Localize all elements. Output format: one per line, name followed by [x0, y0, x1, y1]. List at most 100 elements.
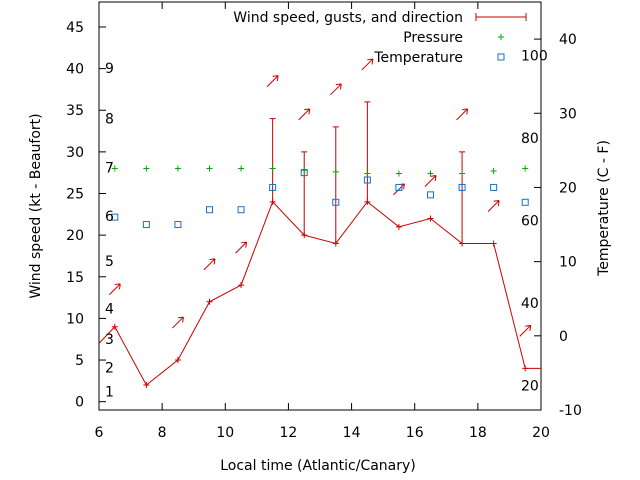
wind-point	[206, 298, 213, 305]
x-tick-label: 12	[280, 425, 298, 441]
pressure-point	[459, 170, 466, 177]
beaufort-label: 3	[105, 332, 114, 348]
wind-point	[395, 223, 402, 230]
pressure-series	[111, 165, 529, 177]
y2-tick-label: 20	[559, 180, 577, 196]
pressure-point	[490, 168, 497, 175]
wind-point	[238, 282, 245, 289]
beaufort-label: 2	[105, 361, 114, 377]
direction-arrow	[361, 58, 374, 71]
wind-point	[143, 382, 150, 389]
temperature-point	[332, 198, 340, 206]
legend: Wind speed, gusts, and direction Pressur…	[233, 10, 527, 66]
pressure-point	[238, 165, 245, 172]
x-tick-label: 8	[158, 425, 167, 441]
wind-point	[174, 357, 181, 364]
temperature-series	[111, 169, 529, 229]
direction-arrow	[108, 283, 121, 296]
x-tick-label: 18	[469, 425, 487, 441]
wind-line	[98, 200, 541, 386]
gust-bar	[269, 118, 276, 202]
y2-axis-title: Temperature (C - F)	[596, 140, 612, 277]
x-axis-title: Local time (Atlantic/Canary)	[220, 458, 416, 474]
direction-arrows	[108, 58, 532, 337]
legend-wind-label: Wind speed, gusts, and direction	[233, 10, 463, 26]
gust-bar	[459, 151, 466, 244]
pressure-point	[332, 168, 339, 175]
temperature-point	[269, 183, 277, 191]
wind-point	[111, 323, 118, 330]
y-tick-label: 25	[66, 187, 84, 203]
x-tick-label: 20	[532, 425, 550, 441]
tick-labels: 6 8 10 12 14 16 18 20051015202530354045-1001020…	[66, 20, 582, 441]
legend-temperature-label: Temperature	[373, 50, 463, 66]
direction-arrow	[298, 108, 311, 121]
legend-wind-sample	[475, 13, 527, 21]
direction-arrow	[329, 83, 342, 96]
y2-tick-label: 40	[559, 32, 577, 48]
pressure-point	[395, 170, 402, 177]
y-tick-label: 20	[66, 228, 84, 244]
fahrenheit-label: 60	[521, 213, 539, 229]
gust-bar	[364, 101, 371, 202]
direction-arrow	[235, 241, 248, 254]
x-tick-label: 14	[343, 425, 361, 441]
fahrenheit-label: 80	[521, 131, 539, 147]
temperature-point	[142, 221, 150, 229]
temperature-point	[206, 206, 213, 214]
pressure-point	[206, 165, 213, 172]
y-tick-label: 0	[75, 395, 84, 411]
y-tick-label: 10	[66, 311, 84, 327]
y-tick-label: 45	[66, 20, 84, 36]
pressure-point	[269, 165, 276, 172]
pressure-point	[111, 165, 118, 172]
beaufort-label: 6	[105, 209, 114, 225]
x-tick-label: 6	[95, 425, 104, 441]
x-tick-label: 16	[406, 425, 424, 441]
temperature-point	[300, 169, 308, 177]
pressure-point	[143, 165, 150, 172]
direction-arrow	[266, 75, 279, 87]
direction-arrow	[393, 183, 405, 196]
y-tick-label: 5	[75, 353, 84, 369]
y2-tick-label: -10	[559, 403, 582, 419]
x-tick-label: 10	[216, 425, 234, 441]
y2-tick-label: 30	[559, 106, 577, 122]
direction-arrow	[424, 175, 437, 187]
y-tick-label: 35	[66, 103, 84, 119]
wind-point	[490, 240, 497, 247]
fahrenheit-label: 20	[521, 378, 539, 394]
temperature-point	[111, 213, 119, 221]
direction-arrow	[456, 108, 469, 121]
beaufort-label: 8	[105, 112, 114, 128]
direction-arrow	[203, 258, 216, 271]
y2-tick-label: 10	[559, 255, 577, 271]
legend-pressure-sample	[498, 34, 504, 40]
legend-temperature-sample	[497, 53, 505, 61]
temperature-point	[521, 198, 529, 206]
beaufort-label: 5	[105, 254, 114, 270]
temperature-point	[395, 183, 403, 191]
fahrenheit-label: 100	[521, 49, 548, 65]
beaufort-label: 7	[105, 161, 114, 177]
pressure-point	[174, 165, 181, 172]
beaufort-label: 1	[105, 385, 114, 401]
y-tick-label: 15	[66, 270, 84, 286]
temperature-point	[237, 206, 245, 214]
temperature-point	[458, 183, 466, 191]
plot-border	[98, 1, 542, 411]
direction-arrow	[172, 316, 184, 329]
fahrenheit-label: 40	[521, 296, 539, 312]
pressure-point	[301, 167, 308, 174]
temperature-point	[490, 183, 498, 191]
pressure-point	[522, 165, 529, 172]
y2-tick-label: 0	[559, 329, 568, 345]
wind-series	[98, 101, 541, 389]
y-tick-label: 40	[66, 62, 84, 78]
temperature-point	[174, 221, 182, 229]
legend-pressure-label: Pressure	[403, 30, 463, 46]
beaufort-label: 4	[105, 301, 114, 317]
gust-bar	[332, 126, 339, 244]
direction-arrow	[487, 200, 500, 212]
